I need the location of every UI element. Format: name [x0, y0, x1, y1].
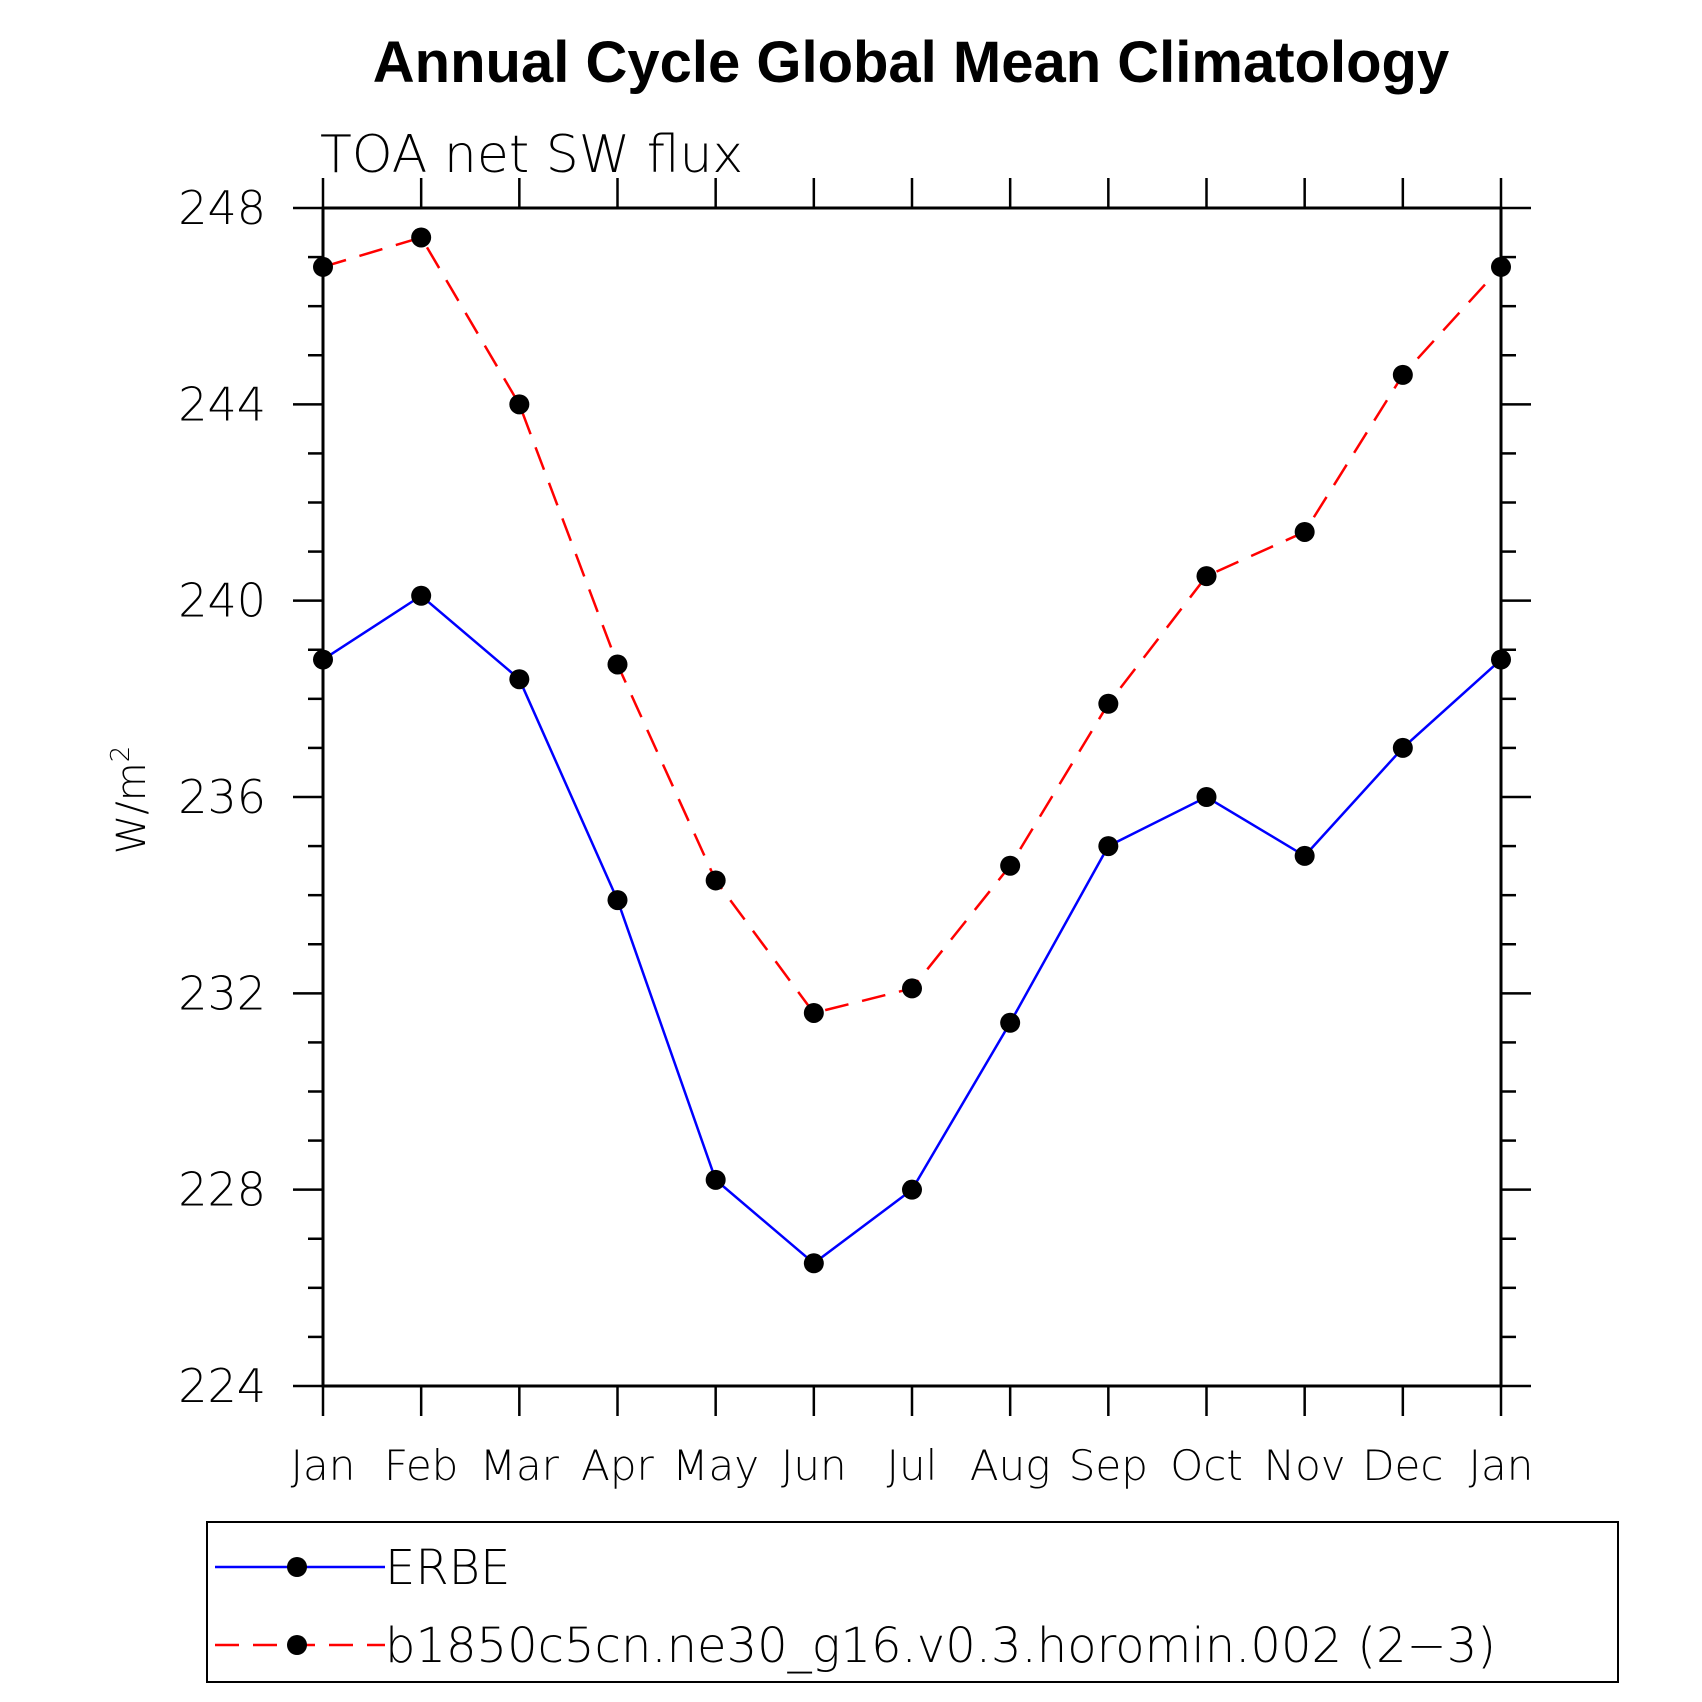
y-axis-label: W/m2 [106, 746, 155, 855]
legend-marker-erbe [287, 1557, 307, 1577]
data-point [313, 649, 333, 670]
data-point [902, 978, 922, 999]
data-point [313, 256, 333, 277]
y-tick-label: 240 [178, 574, 266, 628]
data-point [1294, 845, 1315, 866]
data-point [607, 654, 628, 675]
data-point [705, 1169, 726, 1190]
x-tick-label: Oct [1170, 1441, 1243, 1490]
y-tick-label: 228 [178, 1163, 266, 1217]
axis-ticks [293, 178, 1531, 1416]
legend-label-erbe: ERBE [385, 1540, 510, 1596]
chart-title: Annual Cycle Global Mean Climatology [373, 30, 1449, 95]
y-axis-label-text: W/m [109, 762, 155, 854]
x-tick-labels: Jan Feb Mar Apr May Jun Jul Aug Sep Oct Nov Dec Jan [291, 1441, 1534, 1490]
data-point [803, 1002, 824, 1023]
y-tick-label: 232 [178, 966, 266, 1020]
y-tick-label: 244 [178, 377, 266, 431]
y-axis-label-superscript: 2 [106, 746, 136, 763]
legend-box [206, 1521, 1619, 1683]
data-point [607, 890, 628, 911]
y-tick-label: 224 [178, 1359, 266, 1413]
x-tick-label: Jun [781, 1441, 847, 1490]
x-tick-label: Apr [581, 1441, 654, 1490]
series-0 [313, 585, 1511, 1274]
y-tick-label: 248 [178, 181, 266, 235]
legend: ERBE b1850c5cn.ne30_g16.v0.3.horomin.002… [206, 1521, 1619, 1683]
x-tick-label: Jul [887, 1441, 938, 1490]
data-point [1491, 256, 1511, 277]
series-layer [313, 227, 1511, 1274]
series-1 [313, 227, 1511, 1023]
x-tick-label: May [672, 1441, 759, 1490]
y-tick-label: 236 [178, 770, 266, 824]
x-tick-label: Aug [970, 1441, 1051, 1490]
data-point [1098, 693, 1119, 714]
data-point [1392, 364, 1413, 385]
data-point [1294, 521, 1315, 542]
data-point [1000, 1012, 1021, 1033]
data-point [705, 870, 726, 891]
data-point [509, 394, 530, 415]
data-point [411, 227, 432, 248]
data-point [902, 1179, 922, 1200]
x-tick-label: Dec [1362, 1441, 1443, 1490]
data-point [509, 669, 530, 690]
data-point [1196, 787, 1217, 807]
data-point [1098, 836, 1119, 857]
x-tick-label: Feb [384, 1441, 458, 1490]
svg-text:W/m2: W/m2 [106, 746, 155, 855]
chart-subtitle: TOA net SW flux [320, 125, 743, 185]
y-tick-labels: 224 228 232 236 240 244 248 [178, 181, 266, 1413]
x-tick-label: Sep [1069, 1441, 1148, 1490]
legend-label-model: b1850c5cn.ne30_g16.v0.3.horomin.002 (2−3… [385, 1618, 1496, 1674]
x-tick-label: Jan [1469, 1441, 1534, 1490]
data-point [1491, 649, 1511, 670]
data-point [411, 585, 432, 606]
data-point [1196, 566, 1217, 587]
data-point [1392, 737, 1413, 758]
series-line [322, 235, 1502, 1015]
x-tick-label: Jan [291, 1441, 356, 1490]
plot-frame [321, 206, 1503, 1388]
x-tick-label: Nov [1264, 1441, 1346, 1490]
series-line [322, 594, 1502, 1265]
data-point [803, 1253, 824, 1274]
x-tick-label: Mar [480, 1441, 560, 1490]
data-point [1000, 855, 1021, 876]
legend-marker-model [287, 1635, 307, 1655]
